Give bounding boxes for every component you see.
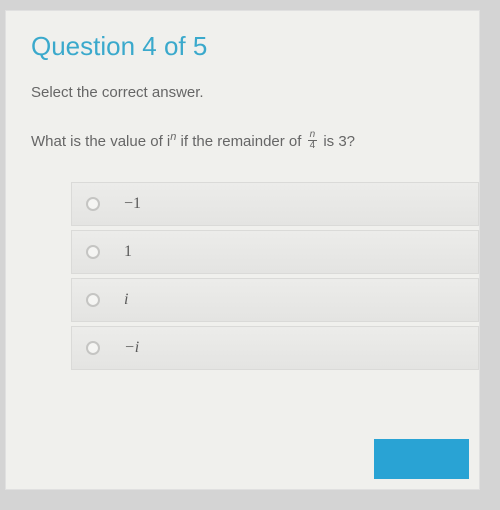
question-middle: if the remainder of xyxy=(176,133,305,150)
next-button[interactable] xyxy=(374,439,469,479)
option-label: −i xyxy=(124,339,139,357)
fraction: n4 xyxy=(308,130,318,151)
option-label: 1 xyxy=(124,243,132,261)
quiz-container: Question 4 of 5 Select the correct answe… xyxy=(5,10,480,490)
option-row[interactable]: −i xyxy=(71,326,479,370)
fraction-denominator: 4 xyxy=(308,141,318,151)
radio-button[interactable] xyxy=(86,293,100,307)
question-text: What is the value of i n if the remainder… xyxy=(31,129,454,154)
option-row[interactable]: i xyxy=(71,278,479,322)
question-prefix: What is the value of xyxy=(31,133,167,150)
options-container: −1 1 i −i xyxy=(71,182,479,370)
instruction-text: Select the correct answer. xyxy=(31,84,454,101)
question-suffix: is 3? xyxy=(319,133,355,150)
option-row[interactable]: −1 xyxy=(71,182,479,226)
question-header: Question 4 of 5 xyxy=(31,31,454,62)
option-label: −1 xyxy=(124,195,141,213)
radio-button[interactable] xyxy=(86,197,100,211)
fraction-numerator: n xyxy=(308,130,318,141)
expression-base: i xyxy=(167,130,170,154)
radio-button[interactable] xyxy=(86,245,100,259)
option-row[interactable]: 1 xyxy=(71,230,479,274)
option-label: i xyxy=(124,291,128,309)
radio-button[interactable] xyxy=(86,341,100,355)
